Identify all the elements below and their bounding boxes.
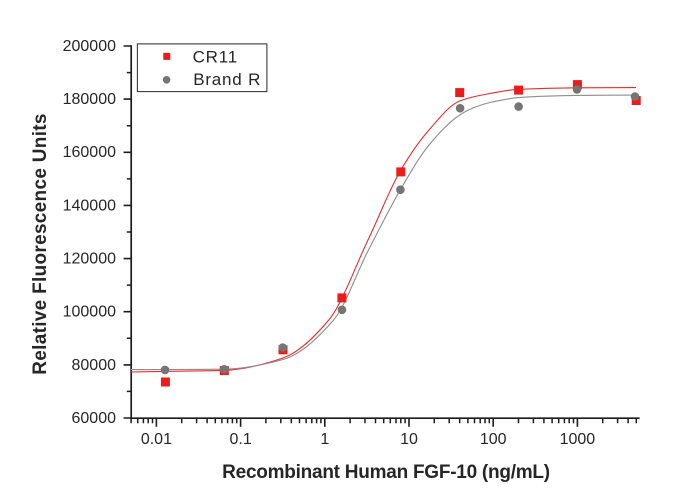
svg-text:1: 1 [320,431,329,448]
svg-text:CR11: CR11 [193,48,238,67]
svg-text:100: 100 [480,431,507,448]
svg-text:200000: 200000 [63,38,116,55]
svg-text:1000: 1000 [560,431,596,448]
svg-text:Relative Fluorescence Units: Relative Fluorescence Units [30,113,51,375]
svg-text:160000: 160000 [63,144,116,161]
svg-text:140000: 140000 [63,197,116,214]
svg-text:10: 10 [400,431,418,448]
svg-text:120000: 120000 [63,251,116,268]
svg-text:100000: 100000 [63,304,116,321]
svg-text:0.1: 0.1 [229,431,251,448]
svg-text:Recombinant Human FGF-10 (ng/m: Recombinant Human FGF-10 (ng/mL) [222,462,550,483]
svg-text:80000: 80000 [72,357,117,374]
svg-text:Brand R: Brand R [193,70,261,89]
svg-text:60000: 60000 [72,410,117,427]
svg-text:0.01: 0.01 [141,431,172,448]
svg-text:180000: 180000 [63,91,116,108]
